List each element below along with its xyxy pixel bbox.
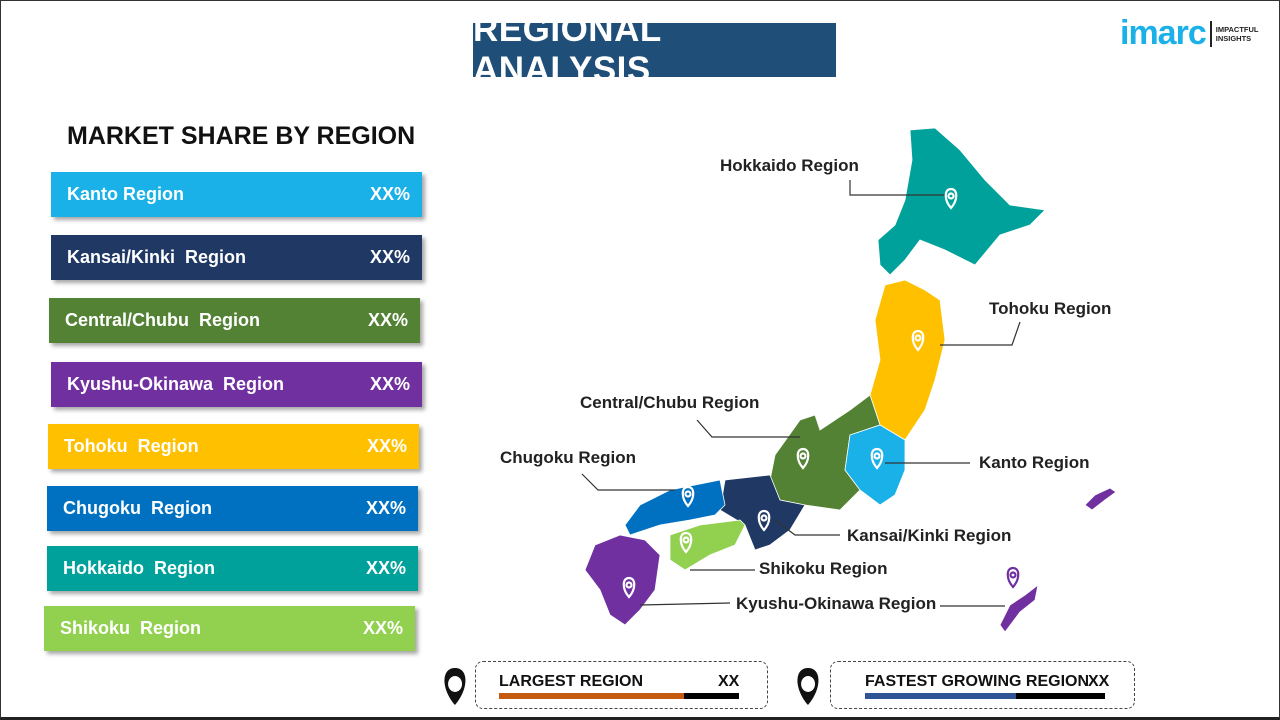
pin-icon — [757, 509, 771, 532]
fastest-growing-value: XX — [1088, 673, 1110, 690]
map-region-amami — [1084, 487, 1117, 511]
map-label-kanto: Kanto Region — [979, 453, 1090, 472]
legend-pins — [444, 668, 819, 705]
region-share: XX% — [362, 618, 403, 638]
largest-region-card: LARGEST REGION XX — [475, 661, 768, 709]
map-label-central: Central/Chubu Region — [580, 393, 760, 412]
map-region-okinawa — [999, 584, 1039, 633]
region-bar: Kanto Region XX% — [51, 172, 422, 217]
map-label-kansai: Kansai/Kinki Region — [847, 526, 1012, 545]
map-region-kyushu — [584, 534, 661, 626]
leader-lines — [581, 180, 1021, 607]
pin-icon — [797, 668, 819, 705]
map-label-hokkaido: Hokkaido Region — [720, 156, 859, 175]
region-share: XX% — [369, 184, 410, 204]
region-name: Kyushu-Okinawa Region — [67, 374, 285, 394]
map-region-tohoku — [869, 279, 946, 441]
region-name: Central/Chubu Region — [65, 310, 260, 330]
pin-icon — [444, 668, 466, 705]
region-share: XX% — [369, 247, 410, 267]
pin-icon — [944, 187, 958, 210]
region-name: Hokkaido Region — [63, 558, 216, 578]
largest-region-bar-fill — [499, 693, 684, 699]
region-bar: Central/Chubu Region XX% — [49, 298, 420, 343]
map-region-kansai — [719, 474, 806, 551]
pin-icon — [870, 447, 884, 470]
pin-icon — [679, 531, 693, 554]
region-share: XX% — [365, 558, 406, 578]
region-name: Shikoku Region — [60, 618, 202, 638]
pin-icon — [681, 485, 695, 508]
region-bar: Shikoku Region XX% — [44, 606, 415, 651]
fastest-growing-card: FASTEST GROWING REGION XX — [830, 661, 1135, 709]
fastest-growing-label: FASTEST GROWING REGION — [865, 673, 1090, 690]
region-share: XX% — [367, 310, 408, 330]
region-share: XX% — [369, 374, 410, 394]
region-name: Kansai/Kinki Region — [67, 247, 247, 267]
map-region-hokkaido — [877, 127, 1046, 276]
region-share: XX% — [365, 498, 406, 518]
region-bar: Kansai/Kinki Region XX% — [51, 235, 422, 280]
region-bar: Tohoku Region XX% — [48, 424, 419, 469]
logo-tagline: IMPACTFUL INSIGHTS — [1215, 24, 1259, 43]
map-pins — [622, 187, 958, 599]
pin-icon — [796, 447, 810, 470]
region-bar: Hokkaido Region XX% — [47, 546, 418, 591]
section-title: MARKET SHARE BY REGION — [67, 122, 416, 150]
fastest-growing-bar — [865, 693, 1105, 699]
largest-region-bar — [499, 693, 739, 699]
map-region-chugoku — [624, 479, 726, 536]
map-label-shikoku: Shikoku Region — [759, 559, 888, 578]
map-label-tohoku: Tohoku Region — [989, 299, 1112, 318]
logo-divider — [1209, 20, 1212, 47]
region-name: Tohoku Region — [64, 436, 199, 456]
region-bar: Chugoku Region XX% — [47, 486, 418, 531]
imarc-logo: imarc IMPACTFUL INSIGHTS — [1120, 14, 1259, 53]
pin-icon — [911, 329, 925, 352]
map-label-kyushu: Kyushu-Okinawa Region — [736, 594, 937, 613]
region-name: Chugoku Region — [63, 498, 212, 518]
fastest-growing-bar-fill — [865, 693, 1017, 699]
pin-icon — [622, 576, 636, 599]
region-bar: Kyushu-Okinawa Region XX% — [51, 362, 422, 407]
largest-region-value: XX — [718, 673, 740, 690]
map-label-chugoku: Chugoku Region — [500, 448, 636, 467]
pin-icon — [1006, 566, 1020, 589]
logo-brand: imarc — [1120, 14, 1207, 52]
region-share: XX% — [366, 436, 407, 456]
region-name: Kanto Region — [67, 184, 184, 204]
largest-region-label: LARGEST REGION — [499, 673, 644, 690]
